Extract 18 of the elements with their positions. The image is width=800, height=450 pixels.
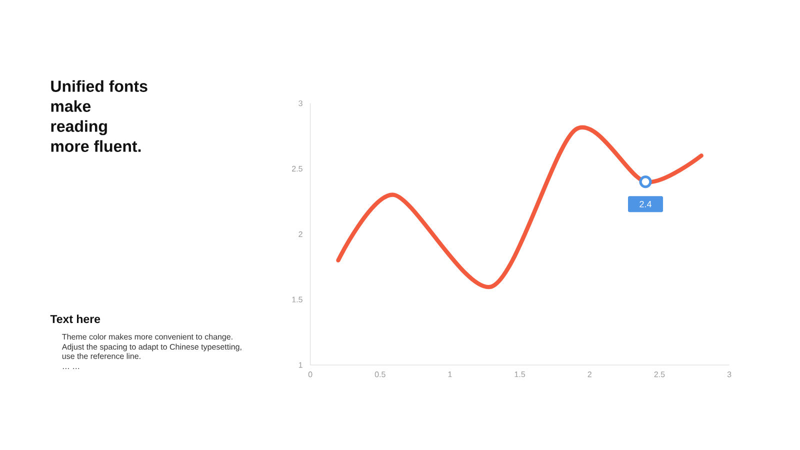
x-tick-label: 0 xyxy=(308,372,312,378)
x-tick-label: 3 xyxy=(727,372,732,378)
y-tick-label: 2 xyxy=(298,231,302,237)
data-label: 2.4 xyxy=(640,200,652,208)
x-tick-label: 1.5 xyxy=(514,372,526,378)
y-tick-label: 3 xyxy=(298,100,302,106)
x-tick-label: 2 xyxy=(588,372,592,378)
y-tick-label: 1.5 xyxy=(292,296,302,302)
text: Unified fonts make reading more fluent. xyxy=(51,80,148,152)
text: Text here xyxy=(50,314,100,324)
y-tick-label: 2.5 xyxy=(292,166,302,172)
x-tick-label: 2.5 xyxy=(654,372,665,378)
text: Theme color makes more convenient to change. xyxy=(62,334,232,342)
text: Adjust the spacing to adapt to Chinese typesetting, use the reference line. xyxy=(62,344,242,359)
x-tick-label: 1 xyxy=(448,372,452,378)
y-tick-label: 1 xyxy=(298,362,302,368)
x-tick-label: 0.5 xyxy=(374,372,386,378)
text: … … xyxy=(62,368,80,369)
